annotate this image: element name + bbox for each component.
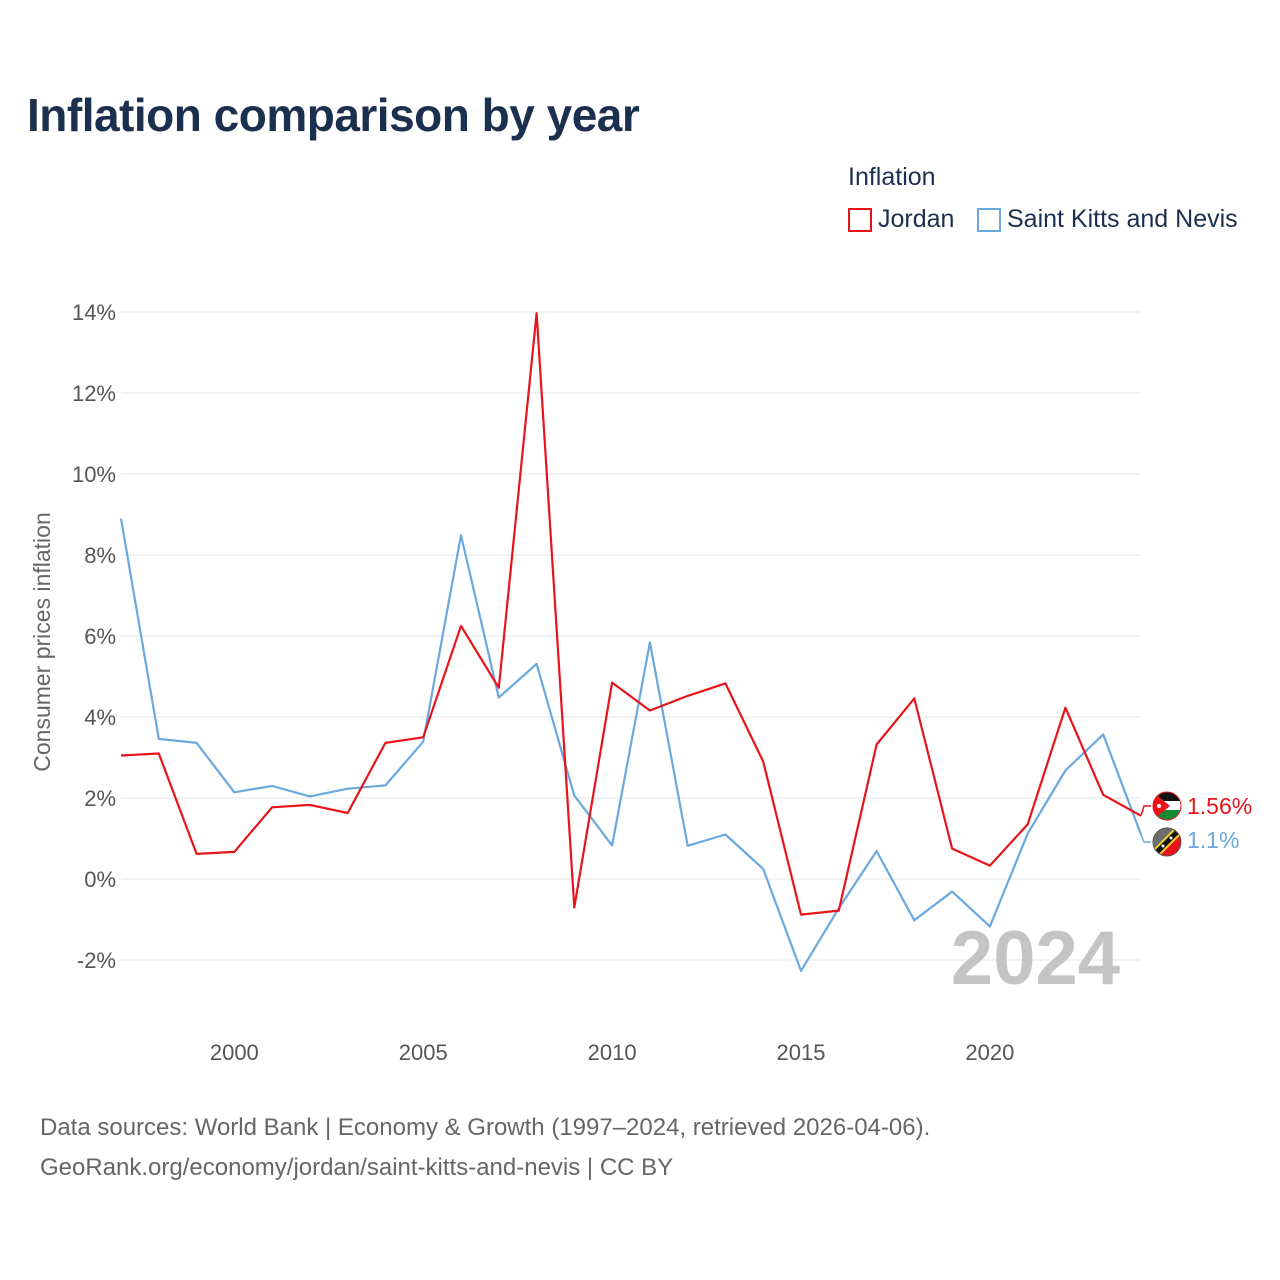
y-tick-label: 12%: [72, 381, 116, 406]
source-note: Data sources: World Bank | Economy & Gro…: [40, 1108, 930, 1188]
series-line-jordan[interactable]: [120, 312, 1142, 916]
chart-title: Inflation comparison by year: [27, 89, 640, 141]
x-tick-label: 2000: [210, 1040, 259, 1065]
series-line-saint-kitts-and-nevis[interactable]: [119, 518, 1143, 973]
x-tick-label: 2010: [588, 1040, 637, 1065]
legend-swatch-saint-kitts-and-nevis: [977, 207, 1001, 232]
y-tick-label: 6%: [84, 624, 116, 649]
legend-swatch-jordan: [848, 207, 872, 232]
y-tick-label: -2%: [77, 948, 116, 973]
y-tick-label: 8%: [84, 543, 116, 568]
y-tick-label: 0%: [84, 867, 116, 892]
legend-item-saint-kitts-and-nevis[interactable]: Saint Kitts and Nevis: [977, 205, 1238, 234]
end-markers: [1152, 791, 1182, 857]
legend-label-jordan: Jordan: [878, 205, 955, 233]
y-axis-title: Consumer prices inflation: [29, 512, 55, 772]
legend-title: Inflation: [848, 163, 936, 191]
y-tick-label: 4%: [84, 705, 116, 730]
source-line-2[interactable]: GeoRank.org/economy/jordan/saint-kitts-a…: [40, 1154, 674, 1181]
jordan-flag-icon: [1152, 791, 1182, 821]
legend-label-saint-kitts-and-nevis: Saint Kitts and Nevis: [1007, 205, 1238, 233]
saint-kitts-and-nevis-flag-icon: [1152, 827, 1182, 857]
end-label-saint-kitts-and-nevis: 1.1%: [1187, 827, 1239, 853]
x-tick-label: 2020: [965, 1040, 1014, 1065]
grid-lines: [121, 311, 1141, 961]
year-watermark: 2024: [951, 916, 1120, 1001]
legend-item-jordan[interactable]: Jordan: [848, 205, 954, 234]
y-tick-label: 2%: [84, 786, 116, 811]
x-tick-label: 2015: [777, 1040, 826, 1065]
source-line-1: Data sources: World Bank | Economy & Gro…: [40, 1114, 931, 1141]
y-tick-labels: -2% 0% 2% 4% 6% 8% 10% 12% 14%: [72, 300, 116, 973]
end-connector: [1140, 834, 1151, 843]
series-lines: [119, 312, 1151, 973]
end-connector: [1140, 805, 1151, 817]
x-tick-labels: 2000 2005 2010 2015 2020: [210, 1040, 1015, 1065]
end-label-jordan: 1.56%: [1187, 793, 1252, 819]
x-tick-label: 2005: [399, 1040, 448, 1065]
y-tick-label: 14%: [72, 300, 116, 325]
y-tick-label: 10%: [72, 462, 116, 487]
